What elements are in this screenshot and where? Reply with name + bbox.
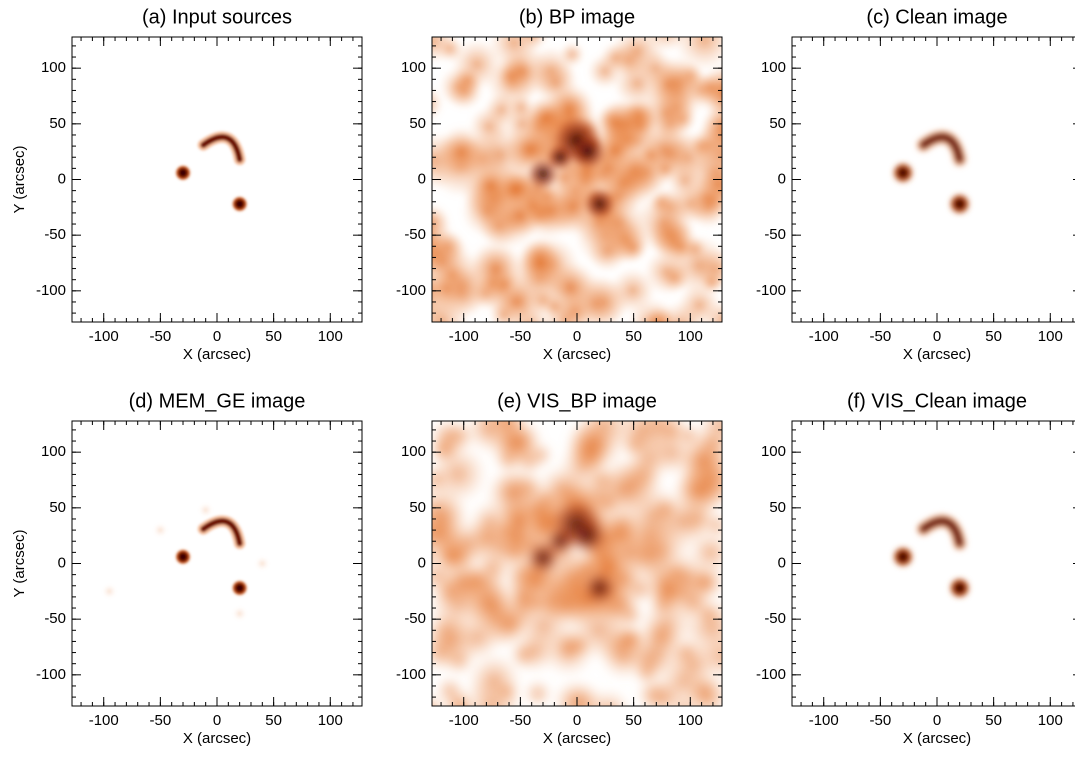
- panel: -100 -50 0 50 100 -100 -50 0 50 100 (a) Input sour…: [11, 6, 363, 363]
- y-tick-label: -50: [764, 226, 786, 243]
- y-tick-label: 100: [761, 443, 786, 460]
- image: [432, 421, 722, 706]
- x-tick-label: -100: [89, 712, 119, 729]
- x-tick-label: -100: [449, 328, 479, 345]
- x-tick-label: -50: [870, 328, 892, 345]
- y-tick-label: -100: [36, 282, 66, 299]
- panel-title: (a) Input sources: [142, 6, 292, 28]
- x-tick-label: -100: [89, 328, 119, 345]
- y-tick-label: 50: [769, 115, 786, 132]
- image: [72, 37, 362, 322]
- x-tick-label: 50: [985, 328, 1002, 345]
- x-tick-label: 50: [985, 712, 1002, 729]
- x-axis-label: X (arcsec): [903, 346, 971, 363]
- y-tick-label: 50: [409, 115, 426, 132]
- y-tick-label: 0: [418, 170, 426, 187]
- x-tick-label: 0: [573, 712, 581, 729]
- x-tick-label: -100: [449, 712, 479, 729]
- y-tick-label: -100: [396, 666, 426, 683]
- image: [792, 421, 1075, 706]
- x-tick-label: 100: [318, 712, 343, 729]
- x-tick-label: 100: [1038, 712, 1063, 729]
- panel-title: (b) BP image: [519, 6, 635, 28]
- y-tick-label: 0: [58, 170, 66, 187]
- x-tick-label: 50: [625, 328, 642, 345]
- y-tick-label: 50: [409, 499, 426, 516]
- x-tick-label: 100: [318, 328, 343, 345]
- x-axis-label: X (arcsec): [183, 730, 251, 747]
- y-tick-label: -100: [756, 282, 786, 299]
- x-tick-label: -50: [510, 328, 532, 345]
- panel: -100 -50 0 50 100 -100 -50 0 50 100 (c) Clean imag…: [756, 6, 1075, 363]
- y-tick-label: 100: [401, 59, 426, 76]
- y-axis-label: Y (arcsec): [11, 145, 28, 213]
- y-tick-label: -50: [404, 226, 426, 243]
- x-tick-label: -50: [870, 712, 892, 729]
- y-tick-label: -100: [396, 282, 426, 299]
- x-tick-label: 50: [265, 712, 282, 729]
- x-axis-label: X (arcsec): [543, 346, 611, 363]
- x-tick-label: -50: [150, 712, 172, 729]
- x-axis-label: X (arcsec): [183, 346, 251, 363]
- x-tick-label: -100: [809, 328, 839, 345]
- image: [72, 421, 362, 706]
- x-tick-label: 0: [933, 328, 941, 345]
- y-tick-label: 100: [761, 59, 786, 76]
- panel: -100 -50 0 50 100 -100 -50 0 50 100 (b) BP image X …: [396, 6, 723, 363]
- panel: -100 -50 0 50 100 -100 -50 0 50 100 (f) VIS_Clean …: [756, 390, 1075, 747]
- y-tick-label: 100: [41, 59, 66, 76]
- y-tick-label: -50: [44, 610, 66, 627]
- x-tick-label: 0: [573, 328, 581, 345]
- image: [792, 37, 1075, 322]
- y-tick-label: -50: [764, 610, 786, 627]
- x-tick-label: -50: [510, 712, 532, 729]
- x-tick-label: 0: [213, 712, 221, 729]
- x-tick-label: -50: [150, 328, 172, 345]
- y-tick-label: 0: [778, 170, 786, 187]
- y-tick-label: 100: [401, 443, 426, 460]
- x-tick-label: 0: [213, 328, 221, 345]
- x-tick-label: 0: [933, 712, 941, 729]
- y-tick-label: 0: [778, 554, 786, 571]
- panel: -100 -50 0 50 100 -100 -50 0 50 100 (d) MEM_GE ima…: [11, 390, 363, 747]
- panel-title: (d) MEM_GE image: [129, 390, 306, 412]
- y-tick-label: 50: [49, 499, 66, 516]
- y-tick-label: 50: [769, 499, 786, 516]
- panel: -100 -50 0 50 100 -100 -50 0 50 100 (e) VIS_BP ima…: [396, 390, 723, 747]
- x-tick-label: 50: [625, 712, 642, 729]
- y-tick-label: -100: [36, 666, 66, 683]
- x-tick-label: 100: [678, 712, 703, 729]
- y-tick-label: 100: [41, 443, 66, 460]
- y-tick-label: -50: [404, 610, 426, 627]
- x-axis-label: X (arcsec): [543, 730, 611, 747]
- panel-title: (f) VIS_Clean image: [847, 390, 1027, 412]
- y-axis-label: Y (arcsec): [11, 529, 28, 597]
- x-axis-label: X (arcsec): [903, 730, 971, 747]
- y-tick-label: 0: [418, 554, 426, 571]
- panel-title: (c) Clean image: [866, 6, 1007, 28]
- y-tick-label: -50: [44, 226, 66, 243]
- x-tick-label: 100: [1038, 328, 1063, 345]
- image: [432, 37, 722, 322]
- x-tick-label: 100: [678, 328, 703, 345]
- y-tick-label: 0: [58, 554, 66, 571]
- panel-title: (e) VIS_BP image: [497, 390, 657, 412]
- x-tick-label: 50: [265, 328, 282, 345]
- y-tick-label: -100: [756, 666, 786, 683]
- x-tick-label: -100: [809, 712, 839, 729]
- y-tick-label: 50: [49, 115, 66, 132]
